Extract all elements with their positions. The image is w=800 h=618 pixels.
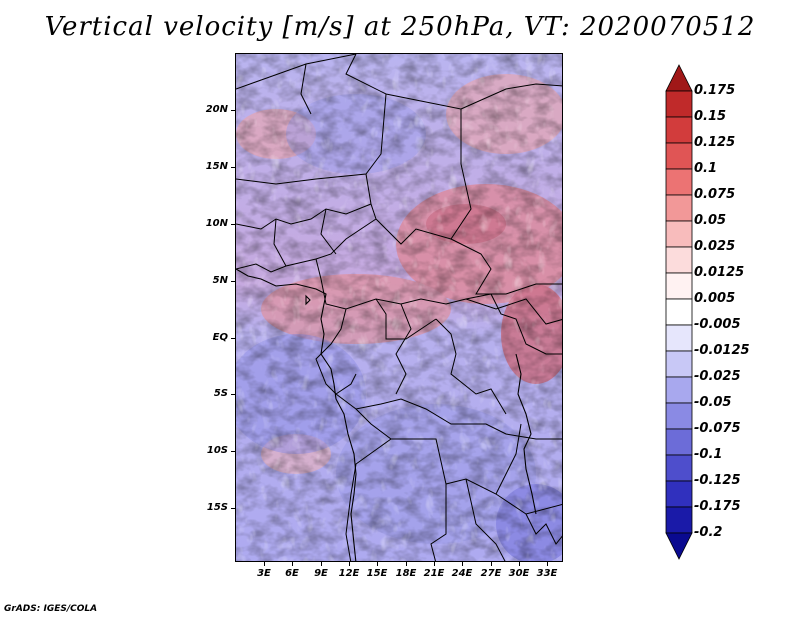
lat-label: EQ xyxy=(212,332,228,343)
lon-label: 6E xyxy=(285,568,299,579)
coastline xyxy=(236,268,537,561)
colorbar-level-label: -0.05 xyxy=(694,395,732,410)
country-borders xyxy=(236,54,562,561)
colorbar-segment xyxy=(665,116,693,144)
colorbar-level-label: 0.025 xyxy=(694,239,736,254)
colorbar xyxy=(665,64,693,560)
colorbar-level-label: 0.15 xyxy=(694,109,727,124)
colorbar-level-label: 0.05 xyxy=(694,213,727,228)
lat-label: 20N xyxy=(205,104,228,115)
colorbar-segment xyxy=(665,376,693,404)
lon-label: 15E xyxy=(366,568,388,579)
lon-label: 9E xyxy=(314,568,328,579)
lat-label: 15N xyxy=(205,161,228,172)
lat-label: 5S xyxy=(213,388,228,399)
colorbar-segment xyxy=(665,480,693,508)
colorbar-level-label: 0.125 xyxy=(694,135,736,150)
colorbar-level-label: 0.175 xyxy=(694,83,736,98)
lat-label: 10S xyxy=(206,445,228,456)
lat-label: 15S xyxy=(206,502,228,513)
colorbar-level-label: -0.005 xyxy=(694,317,741,332)
velocity-field xyxy=(236,54,562,561)
colorbar-level-label: -0.075 xyxy=(694,421,741,436)
colorbar-segment xyxy=(665,220,693,248)
lon-label: 21E xyxy=(423,568,445,579)
lon-label: 3E xyxy=(257,568,271,579)
colorbar-level-label: 0.1 xyxy=(694,161,718,176)
lon-label: 30E xyxy=(508,568,530,579)
colorbar-level-label: 0.0125 xyxy=(694,265,745,280)
footer-credit: GrADS: IGES/COLA xyxy=(4,604,98,614)
lat-label: 10N xyxy=(205,218,228,229)
colorbar-segment xyxy=(665,324,693,352)
colorbar-segment xyxy=(665,272,693,300)
colorbar-segment xyxy=(665,298,693,326)
lat-label: 5N xyxy=(212,275,228,286)
chart-title: Vertical velocity [m/s] at 250hPa, VT: 2… xyxy=(44,12,756,42)
colorbar-level-label: -0.175 xyxy=(694,499,741,514)
colorbar-level-label: 0.075 xyxy=(694,187,736,202)
colorbar-segment xyxy=(665,402,693,430)
colorbar-segment xyxy=(665,90,693,118)
map-panel xyxy=(235,53,563,562)
colorbar-segment xyxy=(665,246,693,274)
colorbar-segment xyxy=(665,428,693,456)
colorbar-segment xyxy=(665,350,693,378)
colorbar-level-label: -0.125 xyxy=(694,473,741,488)
colorbar-level-label: -0.2 xyxy=(694,525,723,540)
lon-label: 24E xyxy=(451,568,473,579)
lon-label: 27E xyxy=(480,568,502,579)
colorbar-segment xyxy=(665,506,693,534)
colorbar-segment xyxy=(665,168,693,196)
colorbar-level-label: -0.025 xyxy=(694,369,741,384)
colorbar-segment xyxy=(665,194,693,222)
lon-label: 12E xyxy=(338,568,360,579)
colorbar-level-label: -0.1 xyxy=(694,447,723,462)
colorbar-segment xyxy=(665,142,693,170)
colorbar-segment xyxy=(665,454,693,482)
lon-label: 33E xyxy=(536,568,558,579)
colorbar-top-triangle xyxy=(665,64,693,92)
colorbar-level-label: 0.005 xyxy=(694,291,736,306)
colorbar-level-label: -0.0125 xyxy=(694,343,750,358)
colorbar-bottom-triangle xyxy=(665,532,693,560)
lon-label: 18E xyxy=(395,568,417,579)
